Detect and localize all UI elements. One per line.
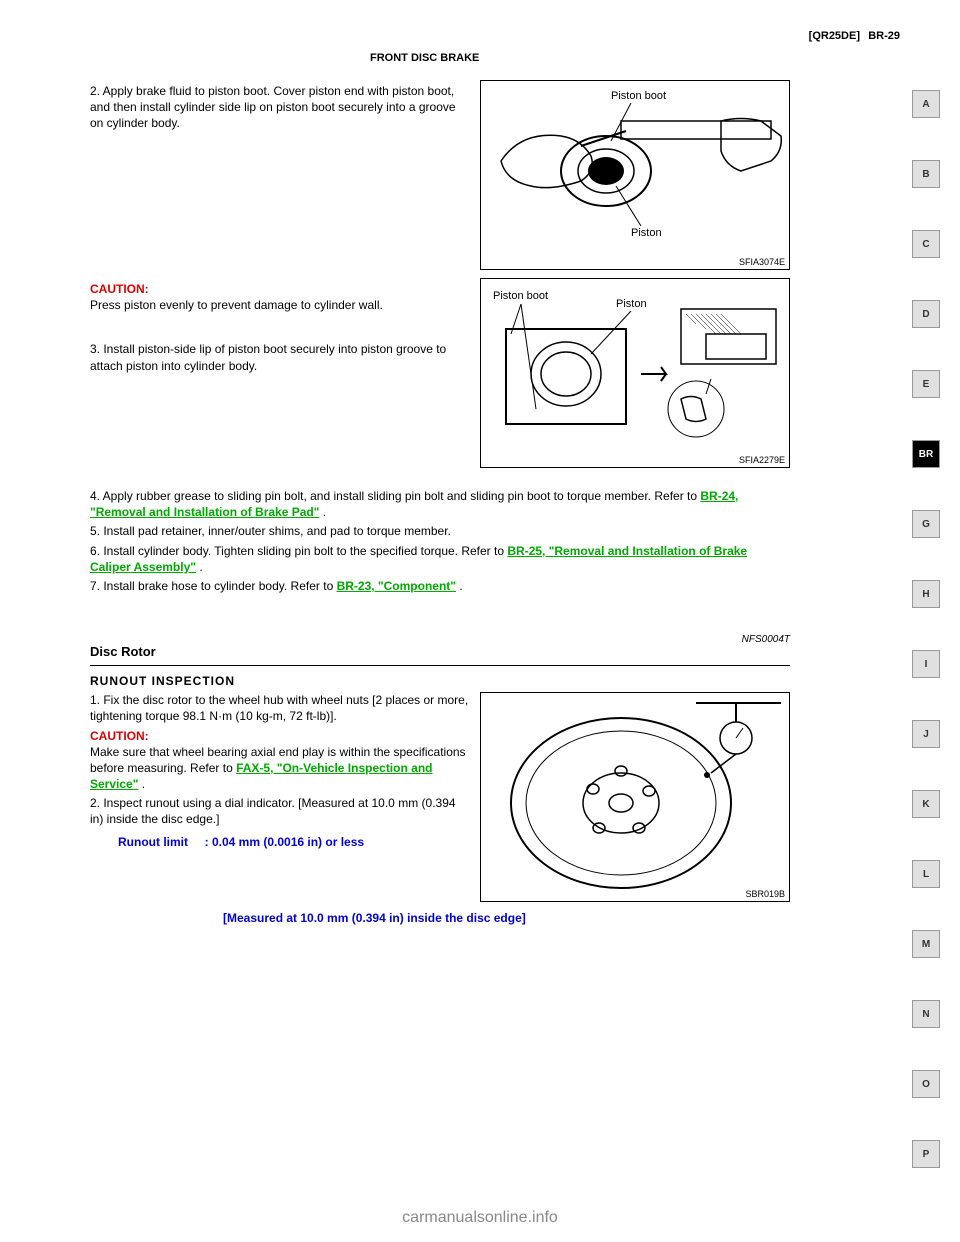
step-4: 4. Apply rubber grease to sliding pin bo… xyxy=(90,488,790,520)
page: [QR25DE] BR-29 FRONT DISC BRAKE A B C D … xyxy=(0,0,960,1242)
runout-caution-label: CAUTION: xyxy=(90,729,149,743)
figure-3-code: SBR019B xyxy=(745,889,785,899)
figure-3-wrap: SBR019B xyxy=(480,692,790,902)
header-label: [QR25DE] xyxy=(809,30,860,42)
spec-label: Runout limit xyxy=(118,835,188,849)
figure-1-svg: Piston boot Piston xyxy=(481,81,791,271)
period-4: . xyxy=(323,505,326,519)
sidebar-j[interactable]: J xyxy=(912,720,940,748)
figure-piston-boot-install: Piston boot Piston SFIA3074E xyxy=(480,80,790,270)
sidebar-a[interactable]: A xyxy=(912,90,940,118)
sidebar-m[interactable]: M xyxy=(912,930,940,958)
sidebar-e[interactable]: E xyxy=(912,370,940,398)
step-7-text: 7. Install brake hose to cylinder body. … xyxy=(90,579,337,593)
disc-rotor-code: NFS0004T xyxy=(742,634,790,663)
period-7: . xyxy=(459,579,462,593)
disc-rotor-heading-row: Disc Rotor NFS0004T xyxy=(90,634,790,666)
page-number: BR-29 xyxy=(868,30,900,42)
figure-1-code: SFIA3074E xyxy=(739,257,785,267)
sidebar-i[interactable]: I xyxy=(912,650,940,678)
sidebar-l[interactable]: L xyxy=(912,860,940,888)
figure-3-svg xyxy=(481,693,791,903)
sidebar-g[interactable]: G xyxy=(912,510,940,538)
step-5: 5. Install pad retainer, inner/outer shi… xyxy=(90,523,790,539)
fig2-boot-label: Piston boot xyxy=(493,290,548,302)
fig2-piston-label: Piston xyxy=(616,298,647,310)
figure-2-code: SFIA2279E xyxy=(739,455,785,465)
figure-piston-install: Piston boot Piston xyxy=(480,278,790,468)
page-title: FRONT DISC BRAKE xyxy=(370,52,479,64)
fig1-piston-label: Piston xyxy=(631,227,662,239)
figure-1-wrap: Piston boot Piston SFIA3074E xyxy=(480,80,790,270)
sidebar-h[interactable]: H xyxy=(912,580,940,608)
spec-note: [Measured at 10.0 mm (0.394 in) inside t… xyxy=(223,910,526,926)
period-6: . xyxy=(199,560,202,574)
figure-runout: SBR019B xyxy=(480,692,790,902)
sidebar-br[interactable]: BR xyxy=(912,440,940,468)
step-6-text: 6. Install cylinder body. Tighten slidin… xyxy=(90,544,507,558)
sidebar-d[interactable]: D xyxy=(912,300,940,328)
sidebar-o[interactable]: O xyxy=(912,1070,940,1098)
step-4-text: 4. Apply rubber grease to sliding pin bo… xyxy=(90,489,700,503)
caution-1-label: CAUTION: xyxy=(90,282,149,296)
disc-rotor-title: Disc Rotor xyxy=(90,644,156,659)
spec-value: : 0.04 mm (0.0016 in) or less xyxy=(205,835,364,849)
fig1-boot-label: Piston boot xyxy=(611,90,666,102)
step-6: 6. Install cylinder body. Tighten slidin… xyxy=(90,543,790,575)
figure-2-wrap: Piston boot Piston xyxy=(480,278,790,468)
period-c: . xyxy=(142,777,145,791)
sidebar-c[interactable]: C xyxy=(912,230,940,258)
link-br23[interactable]: BR-23, "Component" xyxy=(337,579,456,593)
runout-title: RUNOUT INSPECTION xyxy=(90,674,790,688)
section-sidebar: A B C D E BR G H I J K L M N O P xyxy=(912,90,942,1210)
figure-2-svg: Piston boot Piston xyxy=(481,279,791,469)
sidebar-p[interactable]: P xyxy=(912,1140,940,1168)
sidebar-k[interactable]: K xyxy=(912,790,940,818)
step-7: 7. Install brake hose to cylinder body. … xyxy=(90,578,790,594)
sidebar-b[interactable]: B xyxy=(912,160,940,188)
caution-1-text: Press piston evenly to prevent damage to… xyxy=(90,298,383,312)
footer-watermark: carmanualsonline.info xyxy=(0,1209,960,1227)
sidebar-n[interactable]: N xyxy=(912,1000,940,1028)
content: Piston boot Piston SFIA3074E xyxy=(0,0,870,969)
